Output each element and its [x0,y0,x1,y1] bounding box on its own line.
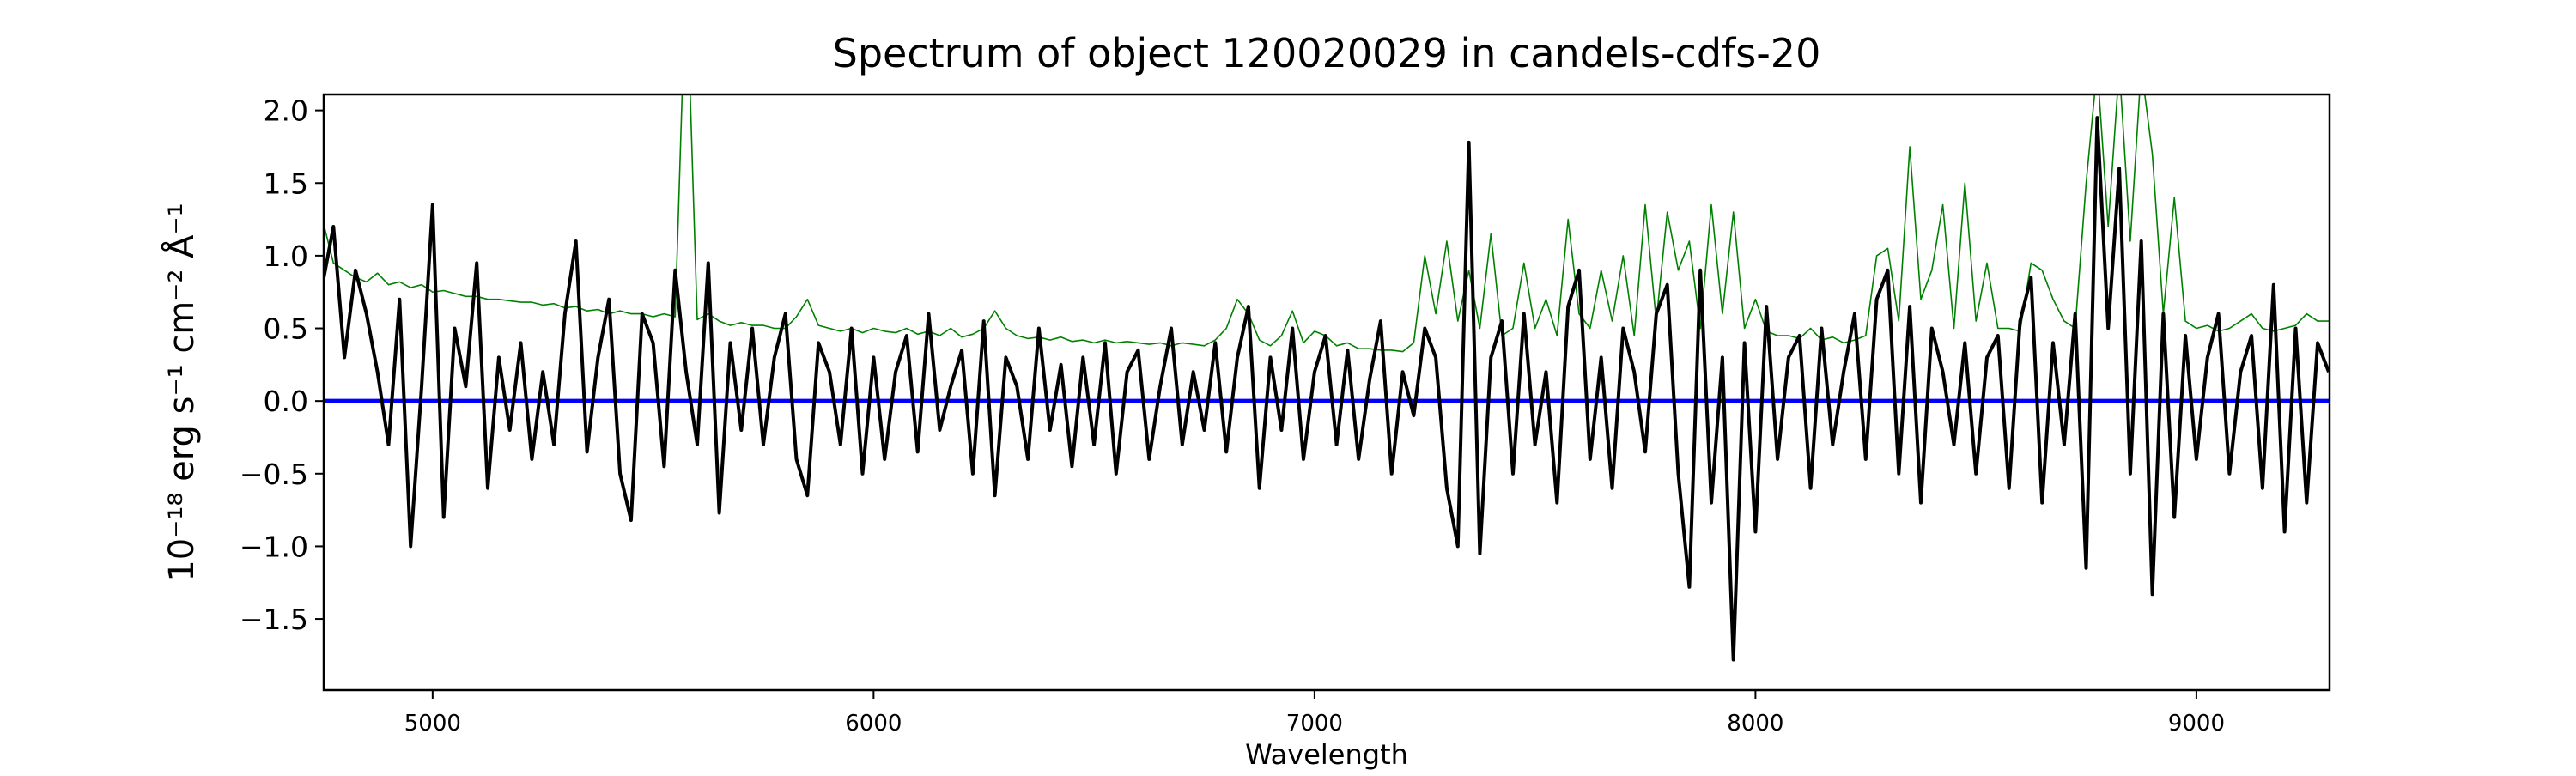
x-axis-ticks: 5000 6000 7000 8000 9000 [404,690,2225,737]
x-tick-label: 8000 [1727,711,1783,737]
x-axis-label: Wavelength [1245,738,1408,771]
chart-title: Spectrum of object 120020029 in candels-… [833,30,1821,76]
series-line-flux [324,116,2330,662]
y-tick-label: 0.5 [264,312,308,346]
x-tick-label: 5000 [404,711,461,737]
x-tick-label: 7000 [1286,711,1343,737]
y-tick-label: 2.0 [264,94,308,128]
x-tick-label: 9000 [2168,711,2225,737]
y-axis-label: 10⁻¹⁸ erg s⁻¹ cm⁻² Å⁻¹ [161,203,202,581]
y-axis-ticks: −1.5 −1.0 −0.5 0.0 0.5 1.0 1.5 2.0 [240,94,324,636]
y-tick-label: −0.5 [240,458,308,491]
y-tick-label: −1.5 [240,603,308,636]
plot-frame [322,93,2331,692]
y-tick-label: 1.5 [264,167,308,200]
y-tick-label: 0.0 [264,385,308,418]
series-layer [324,94,2330,662]
y-tick-label: 1.0 [264,239,308,273]
x-tick-label: 6000 [845,711,902,737]
y-tick-label: −1.0 [240,530,308,563]
